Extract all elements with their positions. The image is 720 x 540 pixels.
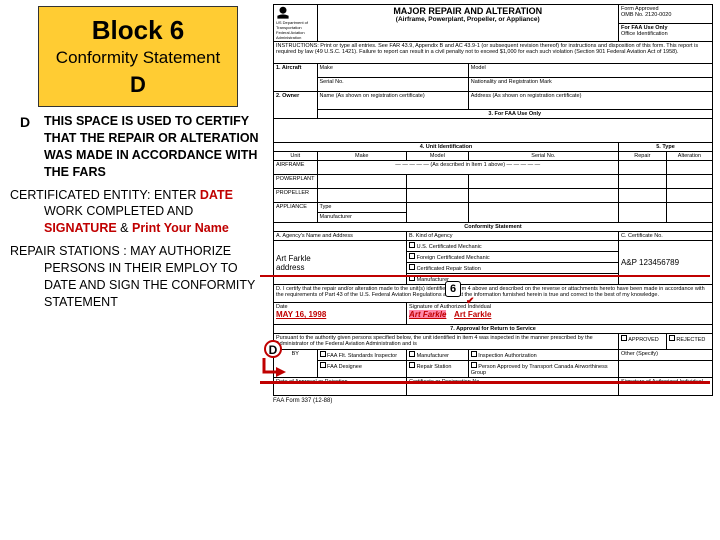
s6c-label: C. Certificate No.	[618, 232, 712, 241]
make-label: Make	[317, 64, 468, 78]
para1: THIS SPACE IS USED TO CERTIFY THAT THE R…	[10, 113, 264, 181]
signature-value: Art Farkle	[409, 310, 446, 319]
form-footer: FAA Form 337 (12-88)	[273, 396, 713, 404]
aircraft-label: 1. Aircraft	[276, 65, 301, 71]
date-value: MAY 16, 1998	[276, 310, 326, 319]
para2: CERTIFICATED ENTITY: ENTER DATE WORK COM…	[10, 187, 264, 244]
red-arrow-icon	[258, 352, 292, 386]
marker-6: 6	[445, 281, 461, 297]
unit-model-label: Model	[407, 152, 469, 161]
serial-label: Serial No.	[317, 78, 468, 92]
alter-label: Alteration	[666, 152, 712, 161]
unit-make-label: Make	[317, 152, 407, 161]
model-label: Model	[468, 64, 712, 78]
insp4: FAA Designee	[317, 361, 407, 378]
office-label: Office Identification	[621, 31, 668, 37]
title-box: Block 6 Conformity Statement D	[38, 6, 238, 107]
section3-header: 3. For FAA Use Only	[317, 110, 712, 119]
s6a-label: A. Agency's Name and Address	[274, 232, 407, 241]
owner-label: 2. Owner	[276, 93, 299, 99]
title-main: Block 6	[49, 15, 227, 46]
powerplant-row: POWERPLANT	[274, 175, 318, 189]
s6d-text: D. I certify that the repair and/or alte…	[274, 285, 713, 303]
s6b-label: B. Kind of Agency	[407, 232, 619, 241]
insp2: Manufacturer	[407, 350, 469, 361]
unit-serial-label: Serial No.	[468, 152, 618, 161]
insp5: Repair Station	[407, 361, 469, 378]
section7-header: 7. Approval for Return to Service	[274, 325, 713, 334]
approved-box: APPROVED	[618, 334, 666, 350]
airframe-note: — — — — — (As described in Item 1 above)…	[317, 161, 618, 175]
appliance-row: APPLIANCE	[274, 203, 318, 223]
title-d: D	[49, 72, 227, 98]
rejected-box: REJECTED	[666, 334, 712, 350]
section6-header: Conformity Statement	[274, 223, 713, 232]
form-subtitle: (Airframe, Powerplant, Propeller, or App…	[320, 16, 616, 23]
appliance-type-label: Type	[317, 203, 407, 213]
insp6: Person Approved by Transport Canada Airw…	[468, 361, 618, 378]
d-marker: D	[20, 113, 30, 132]
faa-form-337: US Department of TransportationFederal A…	[273, 4, 713, 532]
left-content: D THIS SPACE IS USED TO CERTIFY THAT THE…	[10, 113, 264, 311]
repair-label: Repair	[618, 152, 666, 161]
sig-cell: Signature of Authorized Individual Art F…	[407, 303, 713, 325]
section4-header: 4. Unit Identification	[274, 143, 619, 152]
insp3: Inspection Authorization	[468, 350, 618, 361]
omb-box: Form Approved OMB No. 2120-0020	[618, 5, 712, 24]
red-divider-bottom	[260, 381, 710, 384]
kind3: Certificated Repair Station	[407, 263, 619, 274]
check-icon: ✔	[466, 296, 474, 307]
owner-name-label: Name (As shown on registration certifica…	[317, 92, 468, 110]
instructions: INSTRUCTIONS: Print or type all entries.…	[274, 42, 713, 64]
section3-body	[274, 119, 713, 143]
insp1: FAA Flt. Standards Inspector	[317, 350, 407, 361]
cert-no: A&P 123456789	[618, 241, 712, 285]
kind2: Foreign Certificated Mechanic	[407, 252, 619, 263]
para3: REPAIR STATIONS : MAY AUTHORIZE PERSONS …	[10, 243, 264, 311]
date-cell: Date MAY 16, 1998	[274, 303, 407, 325]
airframe-row: AIRFRAME	[274, 161, 318, 175]
signature-print: Art Farkle	[454, 310, 491, 319]
propeller-row: PROPELLER	[274, 189, 318, 203]
unit-label: Unit	[274, 152, 318, 161]
s7-text: Pursuant to the authority given persons …	[274, 334, 619, 350]
nreg-label: Nationality and Registration Mark	[468, 78, 712, 92]
dot-logo-icon	[276, 6, 290, 20]
form-title: MAJOR REPAIR AND ALTERATION	[320, 6, 616, 16]
appliance-mfr-label: Manufacturer	[317, 213, 407, 223]
title-sub: Conformity Statement	[49, 48, 227, 68]
kind1: U.S. Certificated Mechanic	[407, 241, 619, 252]
section5-header: 5. Type	[618, 143, 712, 152]
other-box: Other (Specify)	[618, 350, 712, 361]
agency-name-address: Art Farkleaddress	[274, 241, 407, 285]
red-divider-top	[260, 275, 710, 277]
owner-addr-label: Address (As shown on registration certif…	[468, 92, 712, 110]
